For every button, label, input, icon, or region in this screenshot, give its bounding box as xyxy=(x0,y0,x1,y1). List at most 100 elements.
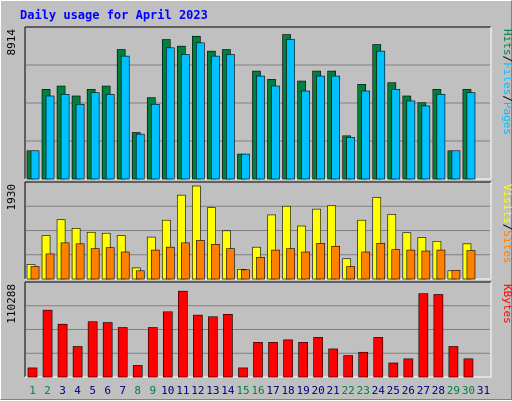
bar-kbytes-day-25 xyxy=(388,362,399,378)
bar-files-day-2 xyxy=(45,95,55,180)
bar-kbytes-day-8 xyxy=(132,365,143,378)
bar-sites-day-12 xyxy=(196,240,205,280)
bar-sites-day-11 xyxy=(181,242,190,280)
bar-files-day-16 xyxy=(256,75,265,180)
bar-sites-day-20 xyxy=(316,243,325,280)
bar-files-day-1 xyxy=(30,150,40,180)
bar-kbytes-day-21 xyxy=(328,348,338,378)
bar-kbytes-day-16 xyxy=(253,342,263,378)
bar-files-day-8 xyxy=(135,133,145,180)
bar-files-day-25 xyxy=(391,89,401,180)
x-tick-label-5: 5 xyxy=(89,384,96,397)
bar-files-day-9 xyxy=(150,103,160,180)
x-tick-label-12: 12 xyxy=(191,384,204,397)
bar-sites-day-15 xyxy=(241,269,250,280)
x-tick-label-18: 18 xyxy=(281,384,294,397)
bar-sites-day-13 xyxy=(211,244,220,280)
x-tick-label-23: 23 xyxy=(357,384,370,397)
bar-files-day-17 xyxy=(271,85,280,180)
bar-files-day-4 xyxy=(75,103,85,180)
bar-sites-day-28 xyxy=(436,249,446,280)
x-tick-label-15: 15 xyxy=(236,384,249,397)
legend-item: Visits xyxy=(501,184,512,224)
x-tick-label-31: 31 xyxy=(477,384,490,397)
bar-kbytes-day-2 xyxy=(42,309,53,378)
x-tick-label-28: 28 xyxy=(432,384,445,397)
bar-files-day-22 xyxy=(346,137,356,180)
bar-files-day-19 xyxy=(301,90,310,180)
legend-item: Hits xyxy=(501,29,512,56)
bar-sites-day-29 xyxy=(451,270,461,280)
bar-sites-day-17 xyxy=(271,249,280,280)
bar-sites-day-9 xyxy=(150,249,160,280)
bar-kbytes-day-28 xyxy=(433,294,444,378)
bar-kbytes-day-24 xyxy=(373,337,384,378)
bar-files-day-29 xyxy=(451,150,461,180)
max-value-label: 8914 xyxy=(5,29,18,56)
bar-sites-day-1 xyxy=(30,266,40,280)
bar-sites-day-26 xyxy=(406,249,416,280)
bar-kbytes-day-10 xyxy=(162,311,173,378)
legend-item: Pages xyxy=(501,102,512,135)
legend-item: / xyxy=(501,95,512,102)
bar-sites-day-6 xyxy=(105,247,115,280)
bar-kbytes-day-20 xyxy=(313,337,323,378)
bar-files-day-21 xyxy=(331,75,340,180)
legend-item: Sites xyxy=(501,230,512,263)
bar-sites-day-5 xyxy=(90,248,100,280)
bar-sites-day-14 xyxy=(226,248,235,280)
bar-files-day-18 xyxy=(286,39,295,180)
bar-sites-day-30 xyxy=(466,250,476,280)
x-tick-label-27: 27 xyxy=(417,384,430,397)
x-tick-label-22: 22 xyxy=(342,384,355,397)
bar-sites-day-4 xyxy=(75,243,85,280)
x-tick-label-25: 25 xyxy=(387,384,400,397)
bar-sites-day-21 xyxy=(331,245,340,280)
x-tick-label-9: 9 xyxy=(149,384,156,397)
bar-kbytes-day-23 xyxy=(358,351,369,378)
bar-sites-day-23 xyxy=(361,251,371,280)
x-tick-label-8: 8 xyxy=(134,384,141,397)
bar-files-day-12 xyxy=(196,42,205,180)
bar-kbytes-day-1 xyxy=(27,367,38,378)
x-tick-label-1: 1 xyxy=(29,384,36,397)
x-tick-label-30: 30 xyxy=(462,384,475,397)
bar-sites-day-10 xyxy=(165,246,175,280)
x-tick-label-4: 4 xyxy=(74,384,81,397)
bar-kbytes-day-11 xyxy=(178,290,188,378)
bar-sites-day-2 xyxy=(45,253,55,280)
bar-kbytes-day-3 xyxy=(57,323,68,378)
legend-pages_files_hits: Hits/Files/Pages xyxy=(501,29,512,135)
legend-item: / xyxy=(501,56,512,63)
bar-files-day-28 xyxy=(436,94,446,180)
x-tick-label-3: 3 xyxy=(59,384,66,397)
legend-kbytes: KBytes xyxy=(501,284,512,324)
bar-files-day-24 xyxy=(376,50,386,180)
bar-kbytes-day-13 xyxy=(208,316,218,378)
bar-kbytes-day-17 xyxy=(268,342,278,378)
bar-sites-day-19 xyxy=(301,251,310,280)
bar-kbytes-day-26 xyxy=(403,358,414,378)
bar-files-day-5 xyxy=(90,92,100,180)
bar-files-day-30 xyxy=(466,92,476,180)
bar-files-day-6 xyxy=(105,94,115,180)
x-tick-label-24: 24 xyxy=(372,384,386,397)
bar-files-day-11 xyxy=(181,54,190,180)
bar-kbytes-day-27 xyxy=(418,293,429,378)
bar-sites-day-7 xyxy=(120,251,130,280)
x-tick-label-14: 14 xyxy=(221,384,235,397)
bar-files-day-26 xyxy=(406,100,416,180)
bar-files-day-7 xyxy=(120,55,130,180)
x-tick-label-17: 17 xyxy=(266,384,279,397)
bar-kbytes-day-7 xyxy=(117,327,128,378)
bar-kbytes-day-6 xyxy=(102,322,113,378)
bar-files-day-23 xyxy=(361,90,371,180)
bar-kbytes-day-14 xyxy=(223,313,233,378)
x-tick-label-11: 11 xyxy=(176,384,189,397)
x-tick-label-20: 20 xyxy=(312,384,325,397)
x-tick-label-16: 16 xyxy=(251,384,264,397)
bar-sites-day-25 xyxy=(391,249,401,280)
bar-sites-day-24 xyxy=(376,243,386,280)
